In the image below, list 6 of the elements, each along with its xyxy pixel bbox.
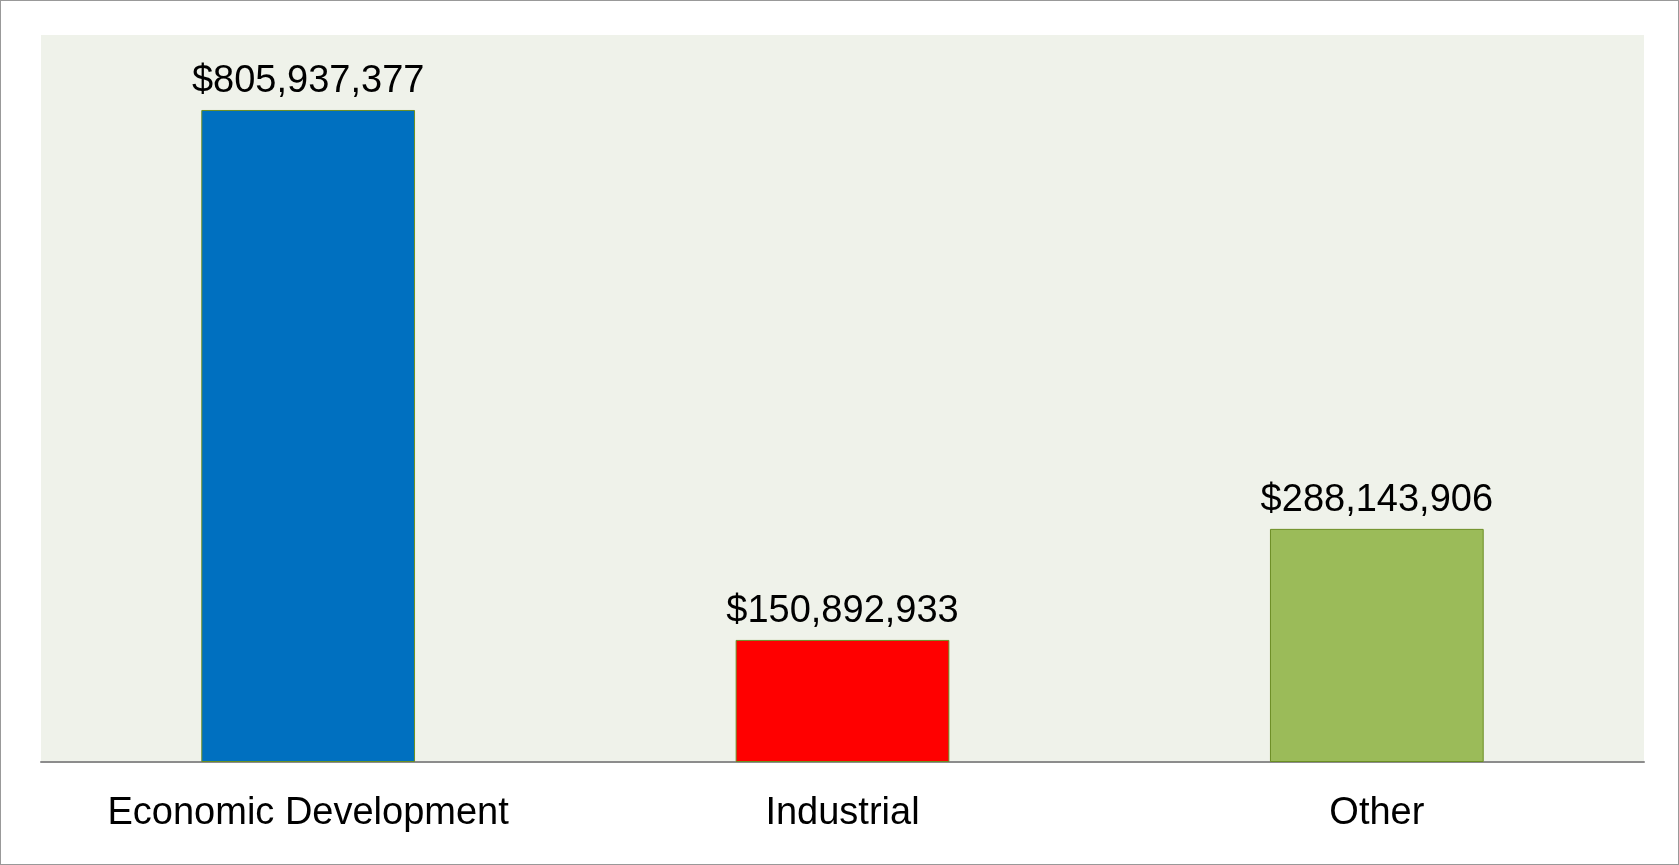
x-tick-label: Economic Development <box>107 790 510 832</box>
x-tick-label: Other <box>1329 790 1425 832</box>
data-label: $288,143,906 <box>1260 476 1494 519</box>
data-label: $805,937,377 <box>191 57 425 100</box>
x-tick-label: Industrial <box>765 790 920 832</box>
data-label: $150,892,933 <box>726 587 959 630</box>
